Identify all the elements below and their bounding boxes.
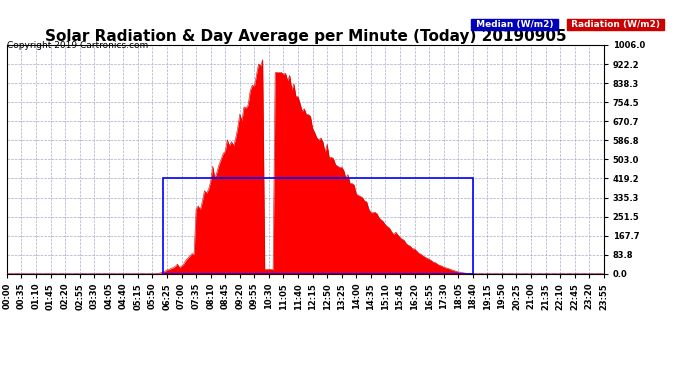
Text: Median (W/m2): Median (W/m2) — [473, 20, 556, 29]
Text: Radiation (W/m2): Radiation (W/m2) — [568, 20, 663, 29]
Text: Copyright 2019 Cartronics.com: Copyright 2019 Cartronics.com — [7, 41, 148, 50]
Bar — [163, 178, 473, 274]
Title: Solar Radiation & Day Average per Minute (Today) 20190905: Solar Radiation & Day Average per Minute… — [45, 29, 566, 44]
